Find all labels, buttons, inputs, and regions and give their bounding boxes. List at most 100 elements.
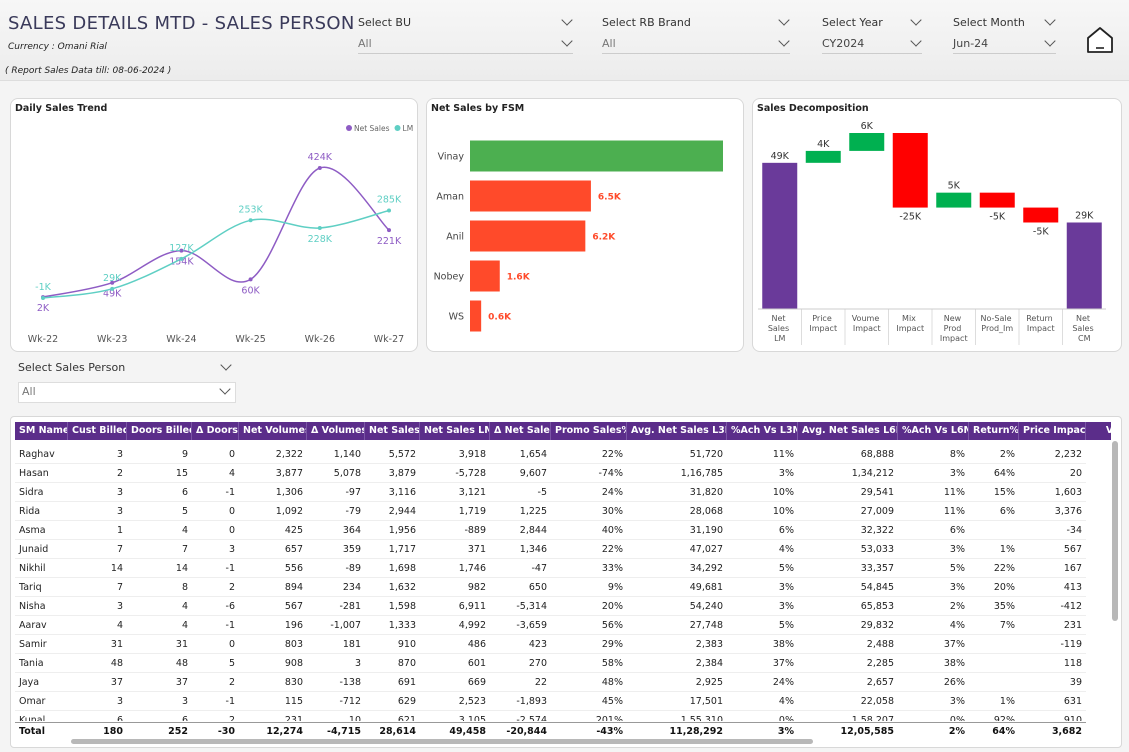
table-cell: 22%	[551, 541, 627, 559]
filter[interactable]: Select BU All	[358, 14, 573, 54]
table-cell: 1,654	[490, 446, 551, 464]
data-label: 29K	[1075, 210, 1094, 221]
table-cell: 425	[239, 522, 307, 540]
table-cell: 9,607	[490, 465, 551, 483]
table-cell: 38%	[727, 636, 798, 654]
filter-value[interactable]: All	[602, 35, 790, 54]
horizontal-scrollbar[interactable]	[71, 739, 813, 744]
filter[interactable]: Select Year CY2024	[822, 14, 922, 54]
table-cell: -1	[192, 617, 239, 635]
table-cell: 3	[127, 693, 192, 711]
table-cell: -1,893	[490, 693, 551, 711]
table-cell: 567	[1019, 541, 1086, 559]
table-cell: 486	[420, 636, 490, 654]
table-cell: 27,009	[798, 503, 898, 521]
table-cell: -281	[307, 598, 365, 616]
filter-value[interactable]: CY2024	[822, 35, 922, 54]
table-cell: 1,698	[365, 560, 420, 578]
series-line	[42, 166, 390, 298]
table-cell: 31	[127, 636, 192, 654]
filter-text: Jun-24	[953, 37, 989, 50]
home-button[interactable]	[1084, 24, 1116, 56]
table-cell: 8%	[898, 446, 969, 464]
table-cell: 2,944	[365, 503, 420, 521]
table-cell: 3	[307, 655, 365, 673]
legend-label: LM	[403, 124, 414, 133]
table-cell: 3%	[727, 465, 798, 483]
filter[interactable]: Select RB Brand All	[602, 14, 790, 54]
x-tick-label: Wk-23	[97, 334, 127, 345]
table-cell: 31,820	[627, 484, 727, 502]
table-cell: 3	[192, 541, 239, 559]
table-cell: 54,845	[798, 579, 898, 597]
bar	[470, 220, 586, 252]
x-tick-label: Net Sales LM	[768, 314, 792, 343]
data-label: -1K	[35, 282, 51, 293]
chart-title: Net Sales by FSM	[431, 103, 524, 114]
filter-text: All	[358, 37, 372, 50]
table-cell: 5	[192, 655, 239, 673]
table-cell: -138	[307, 674, 365, 692]
table-cell: 1%	[969, 693, 1019, 711]
table-cell: 2	[192, 712, 239, 721]
table-cell: 2,384	[627, 655, 727, 673]
total-cell: Total	[15, 722, 68, 740]
column-header: Vou	[1086, 422, 1111, 440]
table-cell: Rida	[15, 503, 68, 521]
table-cell: 29%	[551, 636, 627, 654]
table-cell: 2%	[969, 446, 1019, 464]
filter-label: Select RB Brand	[602, 16, 691, 29]
data-label: 4K	[817, 139, 830, 150]
table-cell: 3%	[898, 465, 969, 483]
filter-value[interactable]: All	[358, 35, 573, 54]
total-cell: 28,614	[365, 722, 420, 740]
table-cell: 1,956	[365, 522, 420, 540]
column-header: Avg. Net Sales L6M	[798, 422, 898, 440]
data-label: 6.2K	[592, 233, 616, 243]
table-cell: -5,314	[490, 598, 551, 616]
x-tick-label: Price Impact	[809, 314, 837, 333]
table-cell: 2,523	[420, 693, 490, 711]
table-cell: Raghav	[15, 446, 68, 464]
table-cell: 1%	[969, 541, 1019, 559]
table-cell: 56%	[551, 617, 627, 635]
table-cell: 1,603	[1019, 484, 1086, 502]
bar	[1023, 207, 1059, 223]
table-cell: 33,357	[798, 560, 898, 578]
table-cell: 908	[239, 655, 307, 673]
table-cell: 3,918	[420, 446, 490, 464]
table-cell: 234	[307, 579, 365, 597]
table-cell: 1,306	[239, 484, 307, 502]
table-cell: Omar	[15, 693, 68, 711]
table-cell: 34,292	[627, 560, 727, 578]
total-cell: 11,28,292	[627, 722, 727, 740]
filter[interactable]: Select Month Jun-24	[953, 14, 1056, 54]
table-cell: 803	[239, 636, 307, 654]
table-cell: 3,879	[365, 465, 420, 483]
point	[41, 296, 45, 300]
table-cell: 65,853	[798, 598, 898, 616]
table-cell: Hasan	[15, 465, 68, 483]
total-cell: 252	[127, 722, 192, 740]
table-cell: 37	[127, 674, 192, 692]
table-cell: 982	[420, 579, 490, 597]
table-cell: 49,681	[627, 579, 727, 597]
table-cell: 118	[1019, 655, 1086, 673]
table-cell: 6%	[969, 503, 1019, 521]
table-cell: Samir	[15, 636, 68, 654]
filter-value[interactable]: All	[18, 382, 236, 403]
vertical-scrollbar[interactable]	[1112, 441, 1118, 621]
x-tick-label: New Prod Impact	[940, 314, 968, 343]
table-cell: Kunal	[15, 712, 68, 721]
filter[interactable]: Select Sales Person All	[18, 359, 236, 403]
table-cell: 7	[68, 579, 127, 597]
table-cell: 650	[490, 579, 551, 597]
table-cell: 1,346	[490, 541, 551, 559]
table-cell: 567	[239, 598, 307, 616]
table-cell: 3	[68, 446, 127, 464]
table-cell: -889	[420, 522, 490, 540]
table-cell: 201%	[551, 712, 627, 721]
panel: Sales Decomposition 49K Net Sales LM 4K Pric…	[752, 98, 1122, 352]
filter-value[interactable]: Jun-24	[953, 35, 1056, 54]
table-cell: 894	[239, 579, 307, 597]
